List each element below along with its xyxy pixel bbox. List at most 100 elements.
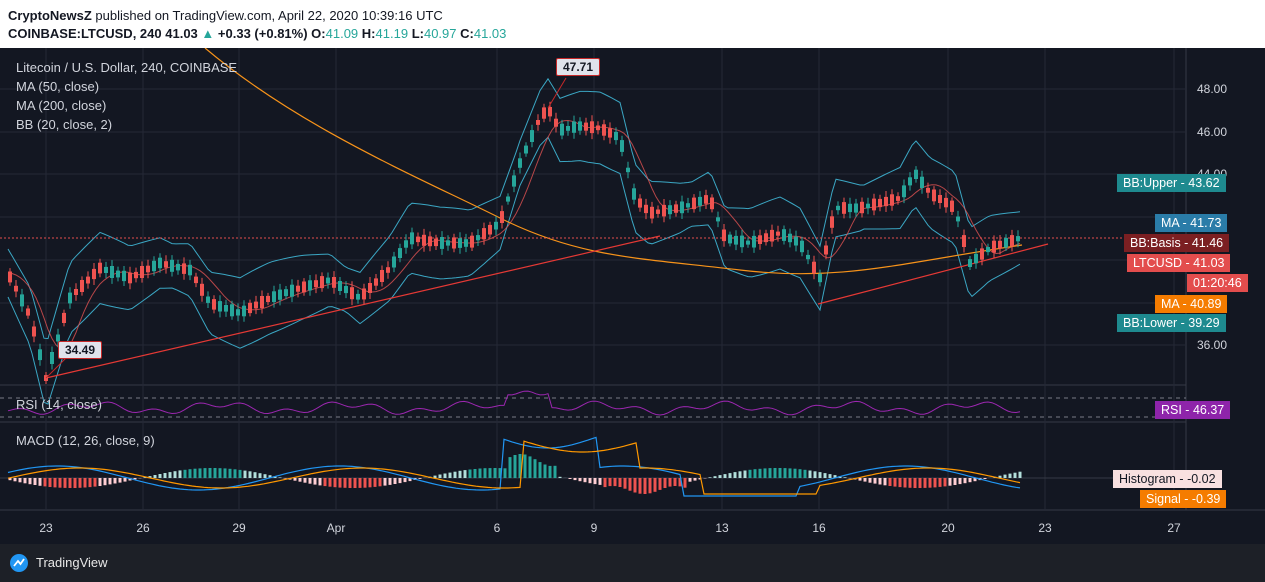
macd-histogram-bar <box>363 478 367 488</box>
candle-body <box>470 235 474 248</box>
macd-histogram-bar <box>273 476 277 478</box>
candle-body <box>980 248 984 260</box>
candle-body <box>206 296 210 303</box>
macd-histogram-bar <box>728 473 732 478</box>
macd-histogram-bar <box>73 478 77 488</box>
histogram-badge: Histogram - -0.02 <box>1113 470 1222 488</box>
macd-histogram-bar <box>1018 471 1022 478</box>
macd-histogram-bar <box>813 471 817 478</box>
candle-body <box>428 236 432 247</box>
close-value: 41.03 <box>473 26 507 41</box>
low-label: L: <box>411 26 424 41</box>
candle-body <box>968 259 972 267</box>
macd-histogram-bar <box>98 478 102 486</box>
macd-histogram-bar <box>883 478 887 486</box>
change-arrow-icon: ▲ <box>201 26 215 41</box>
candle-body <box>836 205 840 211</box>
candle-body <box>770 229 774 242</box>
macd-histogram-bar <box>763 468 767 478</box>
chart-header: CryptoNewsZ published on TradingView.com… <box>0 0 1265 48</box>
macd-histogram-bar <box>113 478 117 484</box>
candle-body <box>194 276 198 284</box>
candle-body <box>542 107 546 119</box>
candle-body <box>584 122 588 131</box>
candle-body <box>872 198 876 211</box>
x-label-27: 27 <box>1167 521 1181 535</box>
bb-basis-badge: BB:Basis - 41.46 <box>1124 234 1230 252</box>
candle-body <box>794 236 798 246</box>
macd-histogram-bar <box>438 474 442 478</box>
candle-body <box>698 196 702 206</box>
candle-body <box>608 128 612 138</box>
candle-body <box>56 334 60 342</box>
macd-histogram-bar <box>313 478 317 485</box>
macd-histogram-bar <box>713 476 717 478</box>
candle-body <box>914 169 918 179</box>
candle-body <box>590 121 594 134</box>
candle-body <box>632 188 636 200</box>
candle-body <box>170 259 174 272</box>
macd-histogram-bar <box>78 478 82 488</box>
macd-histogram-bar <box>868 478 872 483</box>
bb-lower-badge: BB:Lower - 39.29 <box>1117 314 1226 332</box>
chart-canvas[interactable] <box>0 48 1265 544</box>
macd-histogram-bar <box>588 478 592 484</box>
macd-histogram-bar <box>708 477 712 478</box>
macd-histogram-bar <box>323 478 327 487</box>
macd-histogram-bar <box>568 478 572 479</box>
macd-histogram-bar <box>458 470 462 478</box>
macd-histogram-bar <box>13 478 17 482</box>
macd-histogram-bar <box>168 472 172 478</box>
tradingview-brand[interactable]: TradingView <box>36 555 108 570</box>
candle-body <box>518 158 522 168</box>
macd-histogram-bar <box>523 454 527 478</box>
macd-histogram-bar <box>153 475 157 478</box>
candle-body <box>950 200 954 212</box>
symbol-label: COINBASE:LTCUSD, 240 <box>8 26 162 41</box>
publish-date: published on TradingView.com, April 22, … <box>95 8 443 23</box>
candle-body <box>416 236 420 243</box>
macd-histogram-bar <box>358 478 362 488</box>
candle-body <box>992 240 996 253</box>
candle-body <box>716 217 720 222</box>
macd-histogram-bar <box>398 478 402 484</box>
macd-histogram-bar <box>698 478 702 480</box>
chart-area[interactable]: Litecoin / U.S. Dollar, 240, COINBASE MA… <box>0 48 1265 544</box>
candle-body <box>14 285 18 292</box>
macd-histogram-bar <box>678 478 682 487</box>
macd-histogram-bar <box>448 472 452 478</box>
macd-histogram-bar <box>513 455 517 478</box>
candle-body <box>704 195 708 204</box>
candle-body <box>236 309 240 316</box>
macd-histogram-bar <box>528 456 532 478</box>
close-label: C: <box>460 26 474 41</box>
candle-body <box>128 272 132 284</box>
macd-histogram-bar <box>93 478 97 487</box>
bb-lower-line <box>7 136 1021 405</box>
macd-histogram-bar <box>443 473 447 478</box>
tradingview-logo-icon <box>10 554 28 572</box>
candle-body <box>374 278 378 286</box>
candle-body <box>728 234 732 244</box>
candle-body <box>830 216 834 228</box>
price-change: +0.33 (+0.81%) <box>217 26 308 41</box>
macd-histogram-bar <box>453 471 457 478</box>
candle-body <box>818 273 822 283</box>
high-callout: 47.71 <box>556 58 601 76</box>
candle-body <box>164 261 168 268</box>
macd-histogram-bar <box>318 478 322 486</box>
x-label-26: 26 <box>136 521 150 535</box>
low-value: 40.97 <box>423 26 457 41</box>
candle-body <box>176 263 180 271</box>
x-label-16: 16 <box>812 521 826 535</box>
macd-histogram-bar <box>368 478 372 488</box>
macd-histogram-bar <box>268 475 272 478</box>
macd-histogram-bar <box>593 478 597 485</box>
macd-histogram-bar <box>933 478 937 488</box>
high-label: H: <box>361 26 376 41</box>
macd-histogram-bar <box>873 478 877 484</box>
macd-histogram-bar <box>553 465 557 478</box>
macd-histogram-bar <box>903 478 907 488</box>
candle-body <box>1010 235 1014 247</box>
macd-histogram-bar <box>328 478 332 487</box>
